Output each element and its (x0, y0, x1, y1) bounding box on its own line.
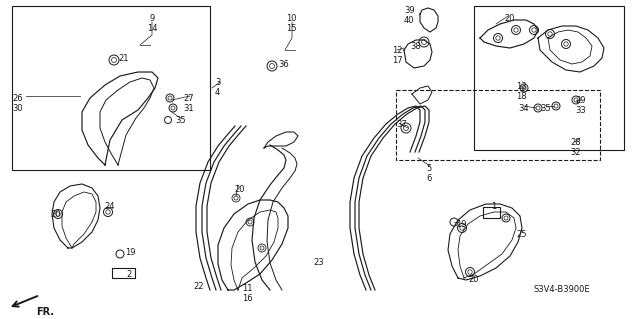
Text: 2: 2 (126, 270, 131, 279)
Text: 22: 22 (193, 282, 204, 291)
Text: 28
32: 28 32 (570, 138, 580, 157)
Bar (396, 90, 600, 160)
Text: 10
15: 10 15 (285, 14, 296, 33)
Text: 5
6: 5 6 (426, 164, 431, 183)
Bar (474, 6, 624, 150)
Text: 35: 35 (175, 116, 186, 125)
Text: 1: 1 (491, 202, 496, 211)
Text: 34: 34 (518, 104, 529, 113)
Text: 23: 23 (313, 258, 324, 267)
Text: 37: 37 (396, 120, 407, 129)
Text: 26
30: 26 30 (12, 94, 22, 113)
Text: 9
14: 9 14 (147, 14, 157, 33)
Text: 20: 20 (468, 275, 479, 284)
Text: 24: 24 (104, 202, 115, 211)
Text: 21: 21 (118, 54, 129, 63)
Text: 20: 20 (50, 210, 61, 219)
Text: 11
16: 11 16 (242, 284, 253, 303)
Text: 36: 36 (278, 60, 289, 69)
Text: 20: 20 (504, 14, 515, 23)
Text: 38: 38 (410, 42, 420, 51)
Text: 29
33: 29 33 (575, 96, 586, 115)
Bar (483, 207, 500, 218)
Text: 12
17: 12 17 (392, 46, 403, 65)
Text: 27
31: 27 31 (183, 94, 194, 113)
Text: 3
4: 3 4 (215, 78, 220, 97)
Text: 25: 25 (516, 230, 527, 239)
Bar (112, 268, 135, 278)
Text: FR.: FR. (36, 307, 54, 317)
Text: 39
40: 39 40 (404, 6, 415, 26)
Text: 20: 20 (234, 185, 244, 194)
Text: 19: 19 (125, 248, 136, 257)
Text: 19: 19 (456, 220, 467, 229)
Bar (12, 6, 210, 170)
Text: 13
18: 13 18 (516, 82, 527, 101)
Text: 35: 35 (540, 104, 550, 113)
Text: S3V4-B3900E: S3V4-B3900E (534, 285, 591, 294)
